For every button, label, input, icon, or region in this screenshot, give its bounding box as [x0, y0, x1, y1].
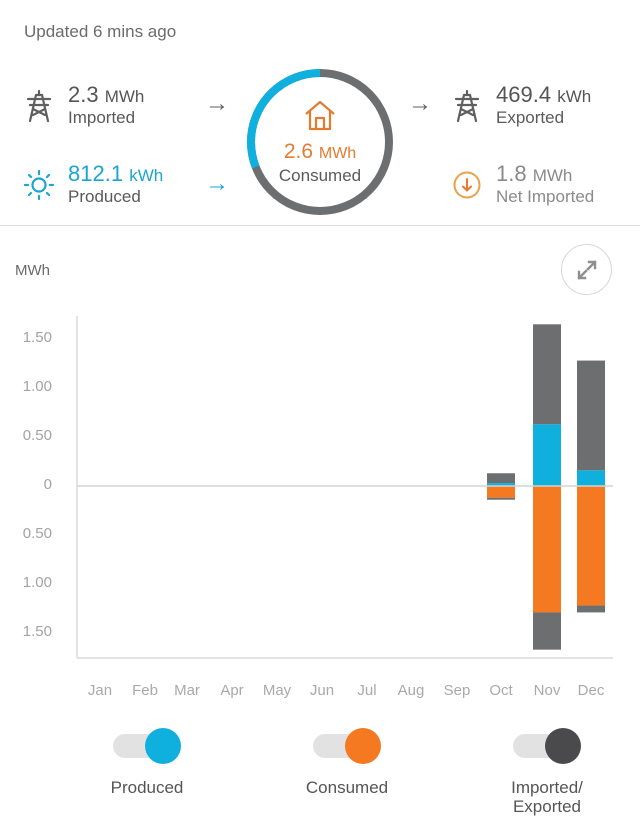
bar-imported: [487, 473, 515, 484]
sun-icon: [22, 168, 56, 202]
bar-consumed: [577, 486, 605, 606]
power-tower-icon: [22, 89, 56, 123]
x-tick-label: Jul: [357, 682, 377, 699]
bar-exported: [533, 612, 561, 650]
consumption-ring: [247, 69, 393, 215]
section-divider: [0, 225, 640, 226]
y-tick-label: 0.50: [22, 525, 52, 542]
legend-label: Imported/ Exported: [511, 778, 583, 816]
x-tick-label: Oct: [489, 682, 513, 699]
exported-unit: kWh: [557, 87, 592, 106]
net-imported-value: 1.8: [496, 161, 527, 186]
bar-consumed: [487, 486, 515, 498]
bar-produced: [577, 470, 605, 486]
x-tick-label: Mar: [174, 682, 200, 699]
x-tick-label: Sep: [443, 682, 471, 699]
produced-toggle[interactable]: [113, 728, 181, 764]
exported-value: 469.4: [496, 82, 552, 107]
legend-label: Produced: [110, 778, 184, 797]
y-tick-label: 1.50: [22, 623, 52, 640]
bar-consumed: [533, 486, 561, 613]
imported-label: Imported: [68, 108, 136, 127]
house-icon: [303, 99, 337, 136]
consumed-label: Consumed: [278, 165, 362, 185]
legend-label: Consumed: [305, 778, 389, 797]
y-tick-label: 0: [43, 476, 52, 493]
imported-value: 2.3: [68, 82, 99, 107]
arrow-down-circle-icon: [450, 168, 484, 202]
y-axis-unit: MWh: [15, 262, 50, 279]
x-tick-label: Nov: [533, 682, 561, 699]
x-tick-label: Jan: [87, 682, 113, 699]
bar-exported: [577, 605, 605, 613]
last-updated-text: Updated 6 mins ago: [24, 22, 177, 41]
arrow-right-icon: →: [205, 170, 229, 197]
x-tick-label: Jun: [309, 682, 335, 699]
bar-imported: [533, 324, 561, 425]
consumed-toggle[interactable]: [313, 728, 381, 764]
net-imported-unit: MWh: [532, 166, 573, 185]
x-tick-label: May: [262, 682, 292, 699]
chart-plot-area: [76, 316, 613, 659]
arrow-right-icon: →: [205, 90, 229, 117]
arrow-right-icon: →: [408, 90, 432, 117]
legend-imported-exported: Imported/ Exported: [477, 728, 617, 816]
produced-label: Produced: [68, 187, 141, 206]
x-tick-label: Aug: [397, 682, 425, 699]
exported-stat: 469.4 kWh Exported: [450, 84, 591, 128]
produced-unit: kWh: [129, 166, 164, 185]
bar-exported: [487, 497, 515, 500]
expand-chart-button[interactable]: [561, 244, 612, 295]
net-imported-stat: 1.8 MWh Net Imported: [450, 163, 594, 207]
consumed-unit: MWh: [318, 144, 357, 162]
imported-unit: MWh: [104, 87, 145, 106]
net-imported-label: Net Imported: [496, 187, 595, 206]
y-tick-label: 0.50: [22, 427, 52, 444]
x-tick-label: Apr: [220, 682, 244, 699]
produced-stat: 812.1 kWh Produced: [22, 163, 163, 207]
monthly-energy-chart: 1.50 1.00 0.50 0 0.50 1.00 1.50: [0, 300, 640, 680]
y-tick-label: 1.00: [22, 378, 52, 395]
consumed-value: 2.6: [283, 139, 314, 163]
y-tick-label: 1.00: [22, 574, 52, 591]
power-tower-icon: [450, 89, 484, 123]
imported-exported-toggle[interactable]: [513, 728, 581, 764]
legend: Produced Consumed Imported/ Exported: [77, 728, 617, 816]
bar-produced: [487, 483, 515, 486]
exported-label: Exported: [496, 108, 565, 127]
legend-produced: Produced: [77, 728, 217, 816]
expand-arrows-icon: [576, 259, 597, 280]
bar-imported: [577, 360, 605, 471]
imported-stat: 2.3 MWh Imported: [22, 84, 144, 128]
x-tick-label: Feb: [132, 682, 158, 699]
consumed-stat: 2.6 MWh Consumed: [246, 68, 394, 216]
x-tick-label: Dec: [577, 682, 605, 699]
y-tick-label: 1.50: [22, 329, 52, 346]
produced-value: 812.1: [68, 161, 124, 186]
bar-produced: [533, 424, 561, 486]
x-axis: Jan Feb Mar Apr May Jun Jul Aug Sep Oct Nov Dec: [0, 682, 640, 702]
legend-consumed: Consumed: [277, 728, 417, 816]
